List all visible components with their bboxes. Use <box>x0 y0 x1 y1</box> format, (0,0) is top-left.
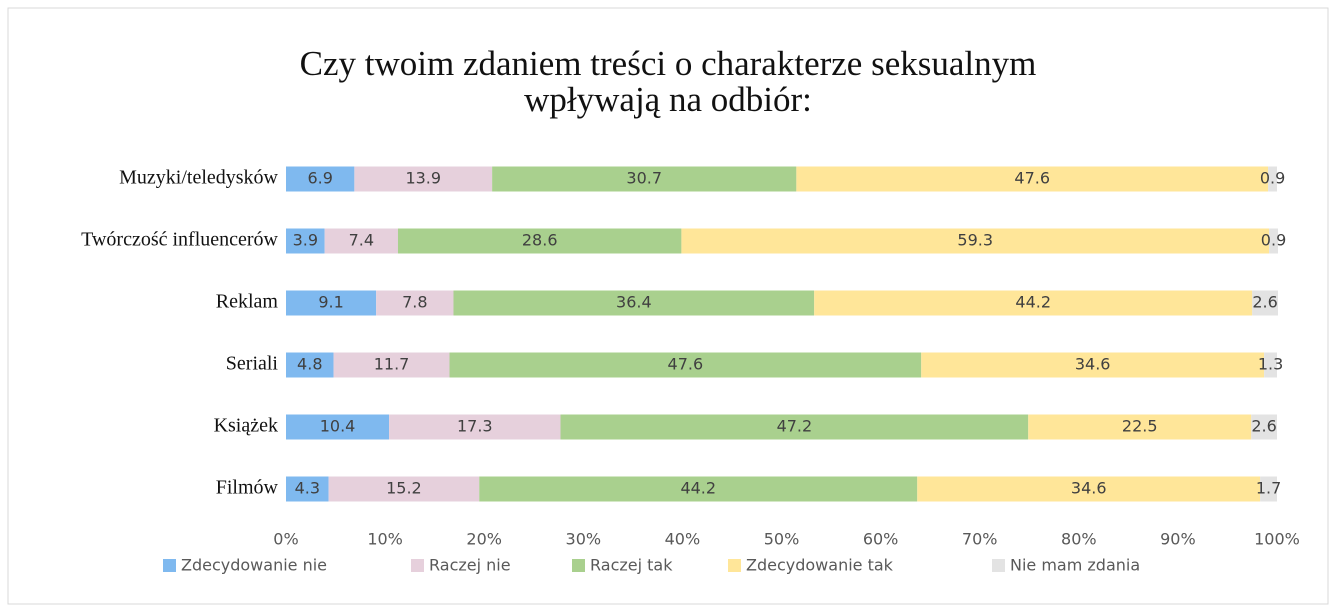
bar-segment <box>1268 166 1277 192</box>
data-label: 9.1 <box>318 293 343 312</box>
bar-segment <box>354 166 493 192</box>
legend-label: Raczej tak <box>590 556 673 575</box>
data-label: 2.6 <box>1251 417 1276 436</box>
bar-segment <box>1269 228 1278 254</box>
x-tick-label: 90% <box>1160 530 1196 549</box>
data-label: 4.8 <box>297 355 322 374</box>
bar-segment <box>286 414 390 440</box>
data-label: 0.9 <box>1261 231 1286 250</box>
bar-segment <box>921 352 1265 378</box>
bar-segment <box>814 290 1253 316</box>
data-label: 44.2 <box>1015 293 1051 312</box>
data-label: 6.9 <box>307 169 332 188</box>
data-label: 4.3 <box>295 479 320 498</box>
bar-segment <box>376 290 454 316</box>
data-label: 47.6 <box>1014 169 1050 188</box>
legend-swatch <box>728 559 741 572</box>
x-tick-label: 0% <box>273 530 298 549</box>
legend-label: Raczej nie <box>429 556 511 575</box>
bar-segment <box>560 414 1029 440</box>
x-tick-label: 100% <box>1254 530 1300 549</box>
legend-swatch <box>163 559 176 572</box>
y-tick-label: Reklam <box>216 291 279 313</box>
data-label: 44.2 <box>680 479 716 498</box>
data-label: 17.3 <box>457 417 493 436</box>
bar-segment <box>449 352 922 378</box>
data-label: 7.4 <box>349 231 374 250</box>
bar-segment <box>333 352 450 378</box>
bar-segment <box>1252 290 1278 316</box>
x-tick-label: 40% <box>665 530 701 549</box>
bar-segment <box>286 290 377 316</box>
data-label: 22.5 <box>1122 417 1158 436</box>
chart-title: Czy twoim zdaniem treści o charakterze s… <box>299 44 1037 119</box>
legend-label: Zdecydowanie tak <box>746 556 894 575</box>
legend-label: Nie mam zdania <box>1010 556 1140 575</box>
legend-swatch <box>572 559 585 572</box>
bar-segment <box>324 228 398 254</box>
bar-segment <box>389 414 561 440</box>
y-tick-label: Książek <box>214 415 278 437</box>
x-tick-label: 30% <box>566 530 602 549</box>
bar-segment <box>1260 476 1277 502</box>
bar-segment <box>479 476 918 502</box>
legend-swatch <box>992 559 1005 572</box>
data-label: 47.6 <box>668 355 704 374</box>
data-label: 1.7 <box>1256 479 1281 498</box>
chart-border <box>7 7 1329 605</box>
y-tick-label: Twórczość influencerów <box>81 229 278 251</box>
bar-segment <box>453 290 815 316</box>
bar-segment <box>286 166 355 192</box>
x-tick-label: 80% <box>1061 530 1097 549</box>
x-tick-label: 20% <box>466 530 502 549</box>
bar-segment <box>397 228 682 254</box>
data-label: 34.6 <box>1075 355 1111 374</box>
data-label: 28.6 <box>522 231 558 250</box>
bar-segment <box>286 228 325 254</box>
bar-segment <box>328 476 480 502</box>
data-label: 59.3 <box>957 231 993 250</box>
data-label: 1.3 <box>1258 355 1283 374</box>
data-label: 15.2 <box>386 479 422 498</box>
data-label: 2.6 <box>1252 293 1277 312</box>
data-label: 13.9 <box>405 169 441 188</box>
bar-segment <box>917 476 1261 502</box>
bar-segment <box>1264 352 1277 378</box>
data-label: 0.9 <box>1260 169 1285 188</box>
y-tick-label: Muzyki/teledysków <box>119 167 278 189</box>
data-label: 30.7 <box>626 169 662 188</box>
x-tick-label: 50% <box>764 530 800 549</box>
bar-segment <box>286 352 334 378</box>
data-label: 36.4 <box>616 293 652 312</box>
y-tick-label: Filmów <box>216 477 279 499</box>
x-tick-label: 70% <box>962 530 998 549</box>
legend-swatch <box>411 559 424 572</box>
data-label: 3.9 <box>293 231 318 250</box>
bar-segment <box>796 166 1269 192</box>
data-label: 34.6 <box>1071 479 1107 498</box>
bar-segment <box>1028 414 1252 440</box>
data-label: 7.8 <box>402 293 427 312</box>
bar-segment <box>1251 414 1277 440</box>
bar-segment <box>286 476 329 502</box>
bar-segment <box>681 228 1270 254</box>
x-tick-label: 60% <box>863 530 899 549</box>
x-tick-label: 10% <box>367 530 403 549</box>
data-label: 47.2 <box>777 417 813 436</box>
data-label: 10.4 <box>320 417 356 436</box>
data-label: 11.7 <box>374 355 410 374</box>
legend-label: Zdecydowanie nie <box>181 556 327 575</box>
bar-segment <box>492 166 797 192</box>
y-tick-label: Seriali <box>226 353 279 375</box>
